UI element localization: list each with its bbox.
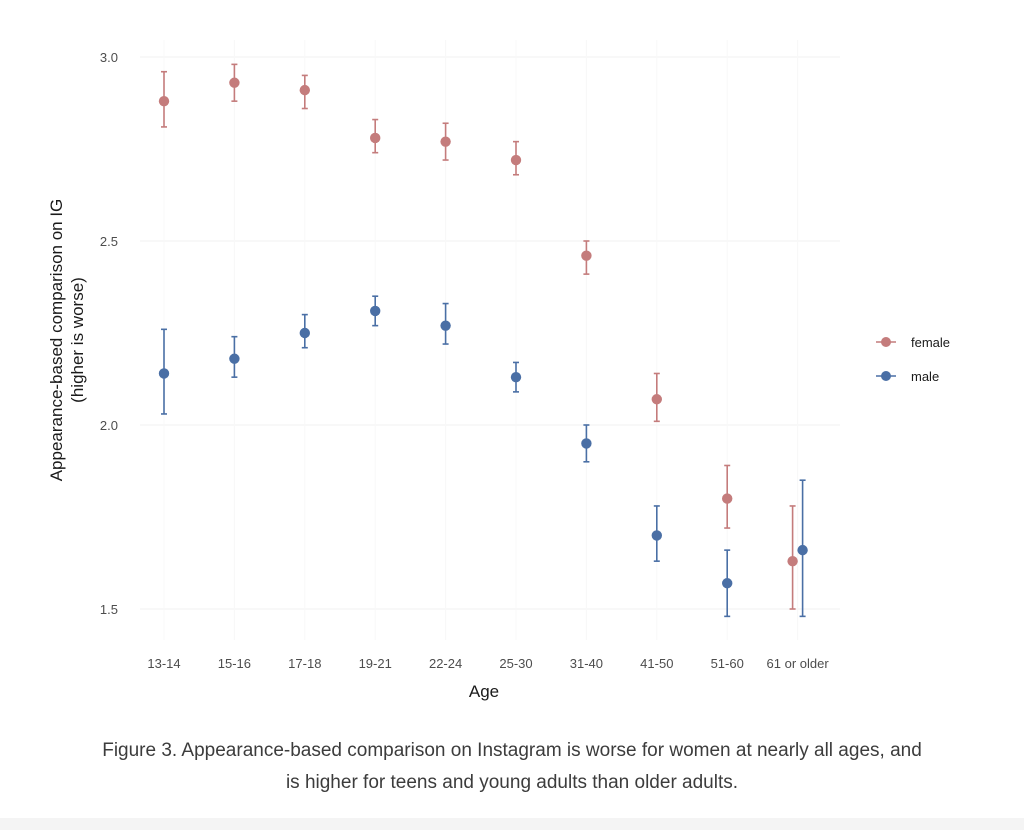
x-tick-label: 17-18 [288,656,321,671]
y-tick-label: 2.0 [100,418,118,433]
y-axis-title: Appearance-based comparison on IG [47,199,66,482]
y-tick-label: 2.5 [100,234,118,249]
x-tick-label: 15-16 [218,656,251,671]
figure-caption: Figure 3. Appearance-based comparison on… [0,735,1024,799]
male-point [440,320,451,331]
x-tick-label: 22-24 [429,656,462,671]
male-point [299,327,310,339]
x-tick-labels: 13-14 15-16 17-18 19-21 22-24 25-30 31-40 41-50… [147,656,829,671]
male-point [229,353,240,364]
y-axis-subtitle: (higher is worse) [68,277,87,403]
x-tick-label: 51-60 [711,656,744,671]
caption-line-2: is higher for teens and young adults tha… [285,772,739,793]
female-point [158,95,170,107]
male-point [370,305,381,317]
grid-layer [140,40,840,640]
x-tick-label: 19-21 [359,656,392,671]
female-point [299,84,310,96]
female-point [370,132,381,144]
bottom-strip [0,818,1024,830]
female-point [722,493,733,504]
y-tick-label: 3.0 [100,50,118,65]
y-tick-labels: 1.5 2.0 2.5 3.0 [100,50,118,617]
female-point [581,250,592,261]
legend-female-label: female [911,335,950,350]
male-point [158,368,170,379]
male-point [581,438,592,449]
data-points [158,77,808,589]
male-point [722,578,733,589]
legend: female male [876,335,950,384]
legend-male-dot [881,371,891,381]
x-tick-label: 31-40 [570,656,603,671]
x-axis-title: Age [469,682,499,701]
male-point [510,371,522,383]
female-point [229,77,240,88]
legend-male-label: male [911,369,939,384]
legend-female-dot [881,337,891,347]
male-point [797,544,808,556]
female-point [510,154,522,166]
x-tick-label: 41-50 [640,656,673,671]
chart: 1.5 2.0 2.5 3.0 13-14 15-16 17-18 19-21 22-24 25… [47,40,951,701]
female-point [651,394,662,405]
x-tick-label: 25-30 [499,656,532,671]
error-bars [161,63,806,618]
y-tick-label: 1.5 [100,602,118,617]
male-point [651,530,662,541]
x-tick-label: 13-14 [147,656,180,671]
female-point [440,136,451,147]
caption-line-1: Figure 3. Appearance-based comparison on… [102,740,922,761]
female-point [787,555,798,567]
x-tick-label: 61 or older [767,656,830,671]
